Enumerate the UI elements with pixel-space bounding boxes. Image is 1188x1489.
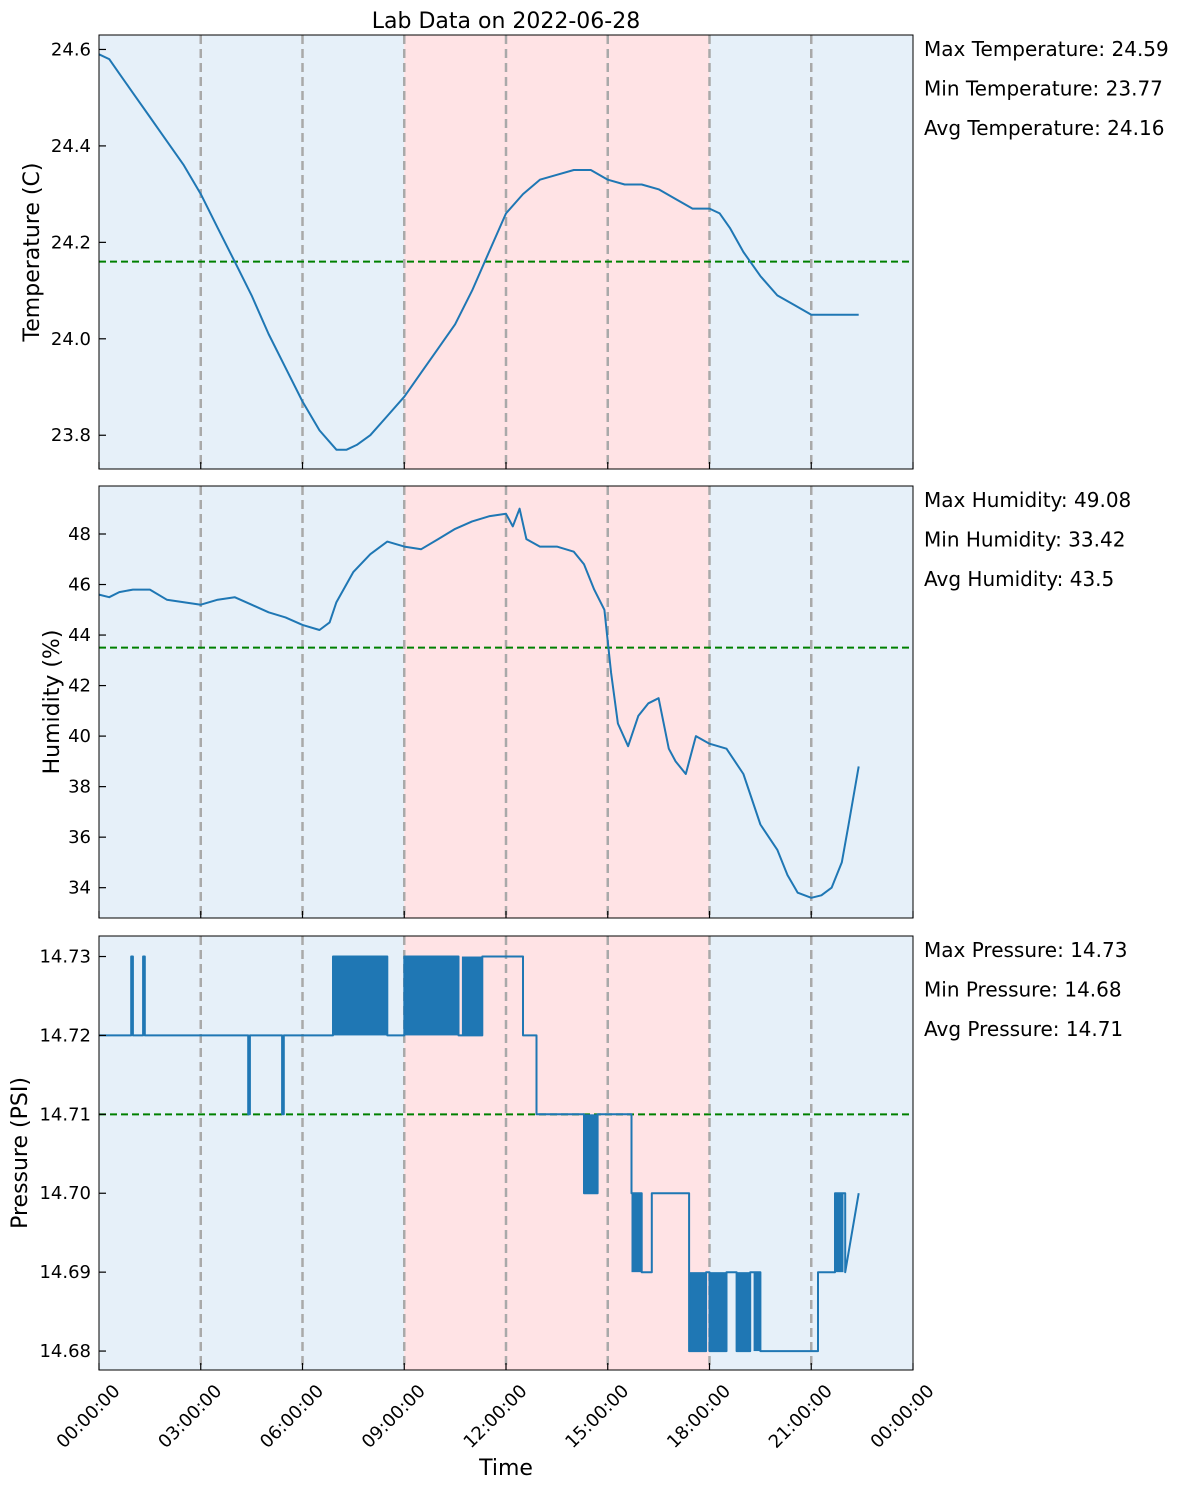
time-axis-label: Time (478, 1456, 533, 1481)
temperature-day-band (404, 35, 710, 469)
pressure-y-ticks: 14.68 14.69 14.70 14.71 14.72 14.73 (39, 947, 106, 1362)
humidity-night-band-early (99, 486, 405, 918)
temperature-max-stat: Max Temperature: 24.59 (924, 37, 1169, 61)
time-tick-label: 18:00:00 (663, 1381, 735, 1453)
humidity-min-stat: Min Humidity: 33.42 (924, 528, 1125, 552)
humidity-panel: 34 36 38 40 42 44 46 48 Humidity (%) Max Humidi… (40, 485, 1131, 919)
temperature-night-band-early (99, 35, 405, 469)
pressure-max-stat: Max Pressure: 14.73 (924, 938, 1127, 962)
pressure-dense-band (631, 1193, 642, 1273)
pressure-background (99, 936, 913, 1370)
time-tick-labels: 00:00:00 03:00:00 06:00:00 09:00:00 12:00:00… (53, 1381, 939, 1453)
time-tick-label: 09:00:00 (358, 1381, 430, 1453)
pressure-y-tick-label: 14.72 (39, 1025, 91, 1046)
temperature-y-tick-label: 24.6 (51, 39, 91, 60)
time-tick-label: 21:00:00 (765, 1381, 837, 1453)
time-tick-label: 06:00:00 (256, 1381, 328, 1453)
pressure-y-tick-label: 14.69 (39, 1262, 91, 1283)
time-tick-label: 00:00:00 (867, 1381, 939, 1453)
temperature-gridlines (199, 35, 813, 469)
humidity-y-tick-label: 40 (68, 726, 91, 747)
temperature-y-tick-label: 24.2 (51, 232, 91, 253)
pressure-axis-label: Pressure (PSI) (8, 1077, 33, 1229)
temperature-y-ticks: 23.8 24.0 24.2 24.4 24.6 (51, 39, 106, 446)
humidity-y-tick-label: 44 (68, 625, 91, 646)
temperature-y-tick-label: 24.4 (51, 136, 91, 157)
pressure-avg-stat: Avg Pressure: 14.71 (924, 1017, 1123, 1041)
pressure-dense-bands (333, 956, 844, 1352)
pressure-dense-band (333, 956, 388, 1036)
pressure-y-tick-label: 14.71 (39, 1104, 91, 1125)
pressure-dense-band (709, 1272, 727, 1352)
pressure-dense-band (736, 1272, 751, 1352)
humidity-axis-label: Humidity (%) (40, 630, 65, 775)
pressure-dense-band (689, 1272, 707, 1352)
humidity-y-tick-label: 42 (68, 676, 91, 697)
pressure-x-ticks (98, 1363, 914, 1370)
temperature-series-line (98, 53, 859, 451)
pressure-dense-band (753, 1272, 761, 1352)
pressure-y-tick-label: 14.68 (39, 1341, 91, 1362)
humidity-y-tick-label: 46 (68, 575, 91, 596)
temperature-x-ticks (98, 462, 914, 469)
humidity-y-tick-label: 48 (68, 524, 91, 545)
time-tick-label: 03:00:00 (154, 1381, 226, 1453)
humidity-avg-stat: Avg Humidity: 43.5 (924, 567, 1114, 591)
temperature-background (99, 35, 913, 469)
pressure-dense-band (404, 956, 459, 1036)
temperature-y-tick-label: 23.8 (51, 425, 91, 446)
pressure-dense-band (834, 1193, 844, 1273)
pressure-y-tick-label: 14.70 (39, 1183, 91, 1204)
pressure-dense-band (584, 1114, 598, 1194)
temperature-axis-label: Temperature (C) (20, 163, 45, 343)
pressure-panel: 14.68 14.69 14.70 14.71 14.72 14.73 Pressure … (8, 935, 1127, 1371)
humidity-day-band (404, 486, 710, 918)
temperature-min-stat: Min Temperature: 23.77 (924, 77, 1163, 101)
time-tick-label: 00:00:00 (53, 1381, 125, 1453)
humidity-gridlines (199, 486, 813, 918)
humidity-series-line (98, 507, 860, 899)
time-tick-label: 12:00:00 (460, 1381, 532, 1453)
humidity-x-ticks (98, 911, 914, 918)
pressure-min-stat: Min Pressure: 14.68 (924, 978, 1122, 1002)
temperature-y-tick-label: 24.0 (51, 329, 91, 350)
humidity-y-tick-label: 38 (68, 777, 91, 798)
temperature-avg-stat: Avg Temperature: 24.16 (924, 116, 1164, 140)
humidity-y-tick-label: 34 (68, 878, 91, 899)
humidity-y-ticks: 34 36 38 40 42 44 46 48 (68, 524, 106, 899)
pressure-series-line (99, 955, 860, 1353)
figure-title: Lab Data on 2022-06-28 (372, 9, 640, 34)
humidity-max-stat: Max Humidity: 49.08 (924, 488, 1131, 512)
pressure-y-tick-label: 14.73 (39, 947, 91, 968)
temperature-panel: 23.8 24.0 24.2 24.4 24.6 Temperature (C) Max… (20, 34, 1169, 470)
pressure-dense-band (461, 956, 483, 1036)
time-tick-label: 15:00:00 (561, 1381, 633, 1453)
humidity-y-tick-label: 36 (68, 827, 91, 848)
